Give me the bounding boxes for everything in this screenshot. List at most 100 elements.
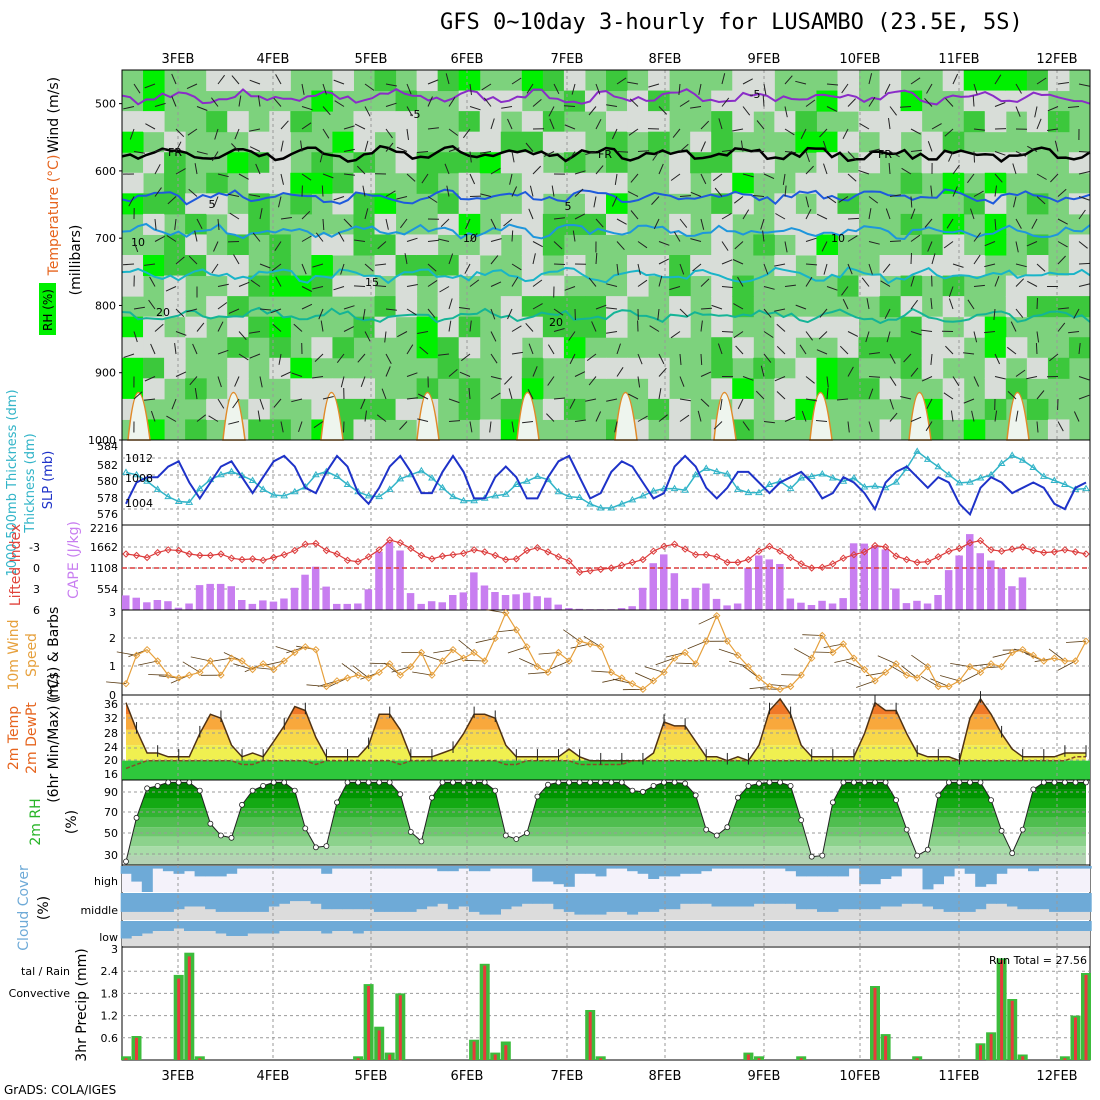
- cloud-bar: [194, 866, 206, 877]
- contour-label: FR: [598, 148, 612, 161]
- wind-barb: [149, 276, 156, 287]
- wind-barb-10m: [570, 643, 591, 649]
- cape-bar: [955, 555, 963, 610]
- wind-barb: [419, 346, 429, 355]
- wind-barb: [385, 190, 396, 197]
- rh-cell: [900, 337, 923, 359]
- wind-barb: [406, 237, 418, 242]
- wind-barb: [865, 331, 870, 343]
- wind-barb: [799, 344, 807, 355]
- wind-barb-10m: [182, 661, 201, 673]
- lifted-index-point: [396, 539, 404, 547]
- wind-barb: [511, 325, 522, 332]
- wind-barb: [1015, 410, 1019, 422]
- cloud-bar: [532, 866, 544, 882]
- wind-barb: [1036, 173, 1047, 180]
- rh-cell: [711, 357, 733, 379]
- rh-cell: [500, 357, 523, 379]
- wind-barb: [333, 79, 345, 85]
- rh-cell: [816, 234, 838, 256]
- lifted-index-point: [734, 558, 742, 567]
- wind-barb: [406, 344, 414, 355]
- rh-cell: [521, 255, 544, 277]
- wind-barb: [399, 218, 408, 229]
- rh-cell: [353, 172, 376, 194]
- wind-barb: [529, 185, 534, 197]
- precip-conv-bar: [1063, 1058, 1067, 1060]
- cloud-bar: [774, 866, 786, 869]
- wind-barb: [784, 75, 793, 85]
- wind-barb: [144, 263, 156, 266]
- wind-barb: [381, 388, 387, 400]
- wind-speed-point: [196, 668, 204, 677]
- cape-bar: [501, 595, 510, 610]
- wind-barb: [490, 281, 502, 287]
- cloud-bar: [658, 921, 670, 931]
- cape-bar: [818, 600, 826, 610]
- wind-barb: [1047, 106, 1059, 112]
- wind-barb-10m: [391, 666, 411, 673]
- rh-cell: [542, 172, 565, 194]
- cloud-bar: [342, 866, 354, 869]
- rh-cell: [164, 172, 186, 194]
- rh-cell: [858, 152, 881, 174]
- wind-barb: [385, 142, 394, 152]
- wind-speed-point: [238, 657, 246, 665]
- wind-barb: [763, 308, 772, 318]
- rh-cell: [290, 275, 312, 297]
- wind-speed-point: [786, 682, 795, 691]
- rh-point: [175, 779, 182, 786]
- wind-barb: [427, 239, 439, 242]
- wind-barb: [967, 299, 975, 310]
- rh-cell: [648, 131, 670, 153]
- cloud-bar: [880, 866, 892, 879]
- wind-barb: [826, 83, 839, 86]
- cloud-bar: [637, 921, 649, 931]
- cloud-bar: [247, 893, 259, 912]
- wind-barb: [1057, 307, 1069, 310]
- wind-barb: [210, 97, 219, 107]
- cape-bar: [153, 600, 162, 610]
- wind-barb: [595, 252, 598, 265]
- cloud-bar: [247, 921, 259, 934]
- wind-barb: [298, 421, 303, 433]
- lifted-index-point: [902, 555, 911, 564]
- wind-barb: [427, 308, 436, 318]
- lifted-index-point: [618, 561, 626, 569]
- cloud-bar: [532, 921, 544, 931]
- wind-barb: [553, 83, 560, 95]
- cloud-bar: [542, 893, 554, 904]
- wind-barb: [217, 74, 226, 85]
- rh-cell: [606, 111, 628, 133]
- lifted-index-point: [818, 563, 826, 572]
- cape-bar: [417, 603, 425, 610]
- rh-cell: [606, 193, 628, 215]
- rh-point: [545, 781, 551, 788]
- top-date-label: 12FEB: [1036, 52, 1077, 67]
- rh-cell: [353, 316, 376, 338]
- rh-cell: [542, 316, 565, 338]
- rh-cell: [122, 316, 144, 338]
- wind-barb-10m: [341, 663, 359, 676]
- wind-barb: [1078, 394, 1090, 400]
- rh-cell: [227, 70, 249, 92]
- rh-cell: [1005, 152, 1028, 174]
- wind-barb: [1057, 421, 1064, 432]
- wind-barb: [930, 185, 933, 197]
- rh-point: [1019, 826, 1026, 833]
- rh-point: [819, 852, 826, 859]
- rh-cell: [143, 152, 165, 174]
- cape-bar: [987, 560, 995, 610]
- wind-barb: [406, 397, 418, 400]
- rh-cell: [521, 70, 544, 92]
- rh-cell: [711, 275, 733, 297]
- cloud-bar: [1080, 866, 1092, 869]
- wind-barb: [800, 128, 807, 140]
- cloud-bar: [215, 921, 227, 934]
- wind-speed-point: [607, 668, 615, 677]
- wind-barb: [1013, 196, 1017, 208]
- rh-cell: [1068, 234, 1091, 256]
- rh-point: [154, 783, 161, 789]
- rh-cell: [185, 255, 207, 277]
- bottom-date-label: 5FEB: [355, 1069, 388, 1084]
